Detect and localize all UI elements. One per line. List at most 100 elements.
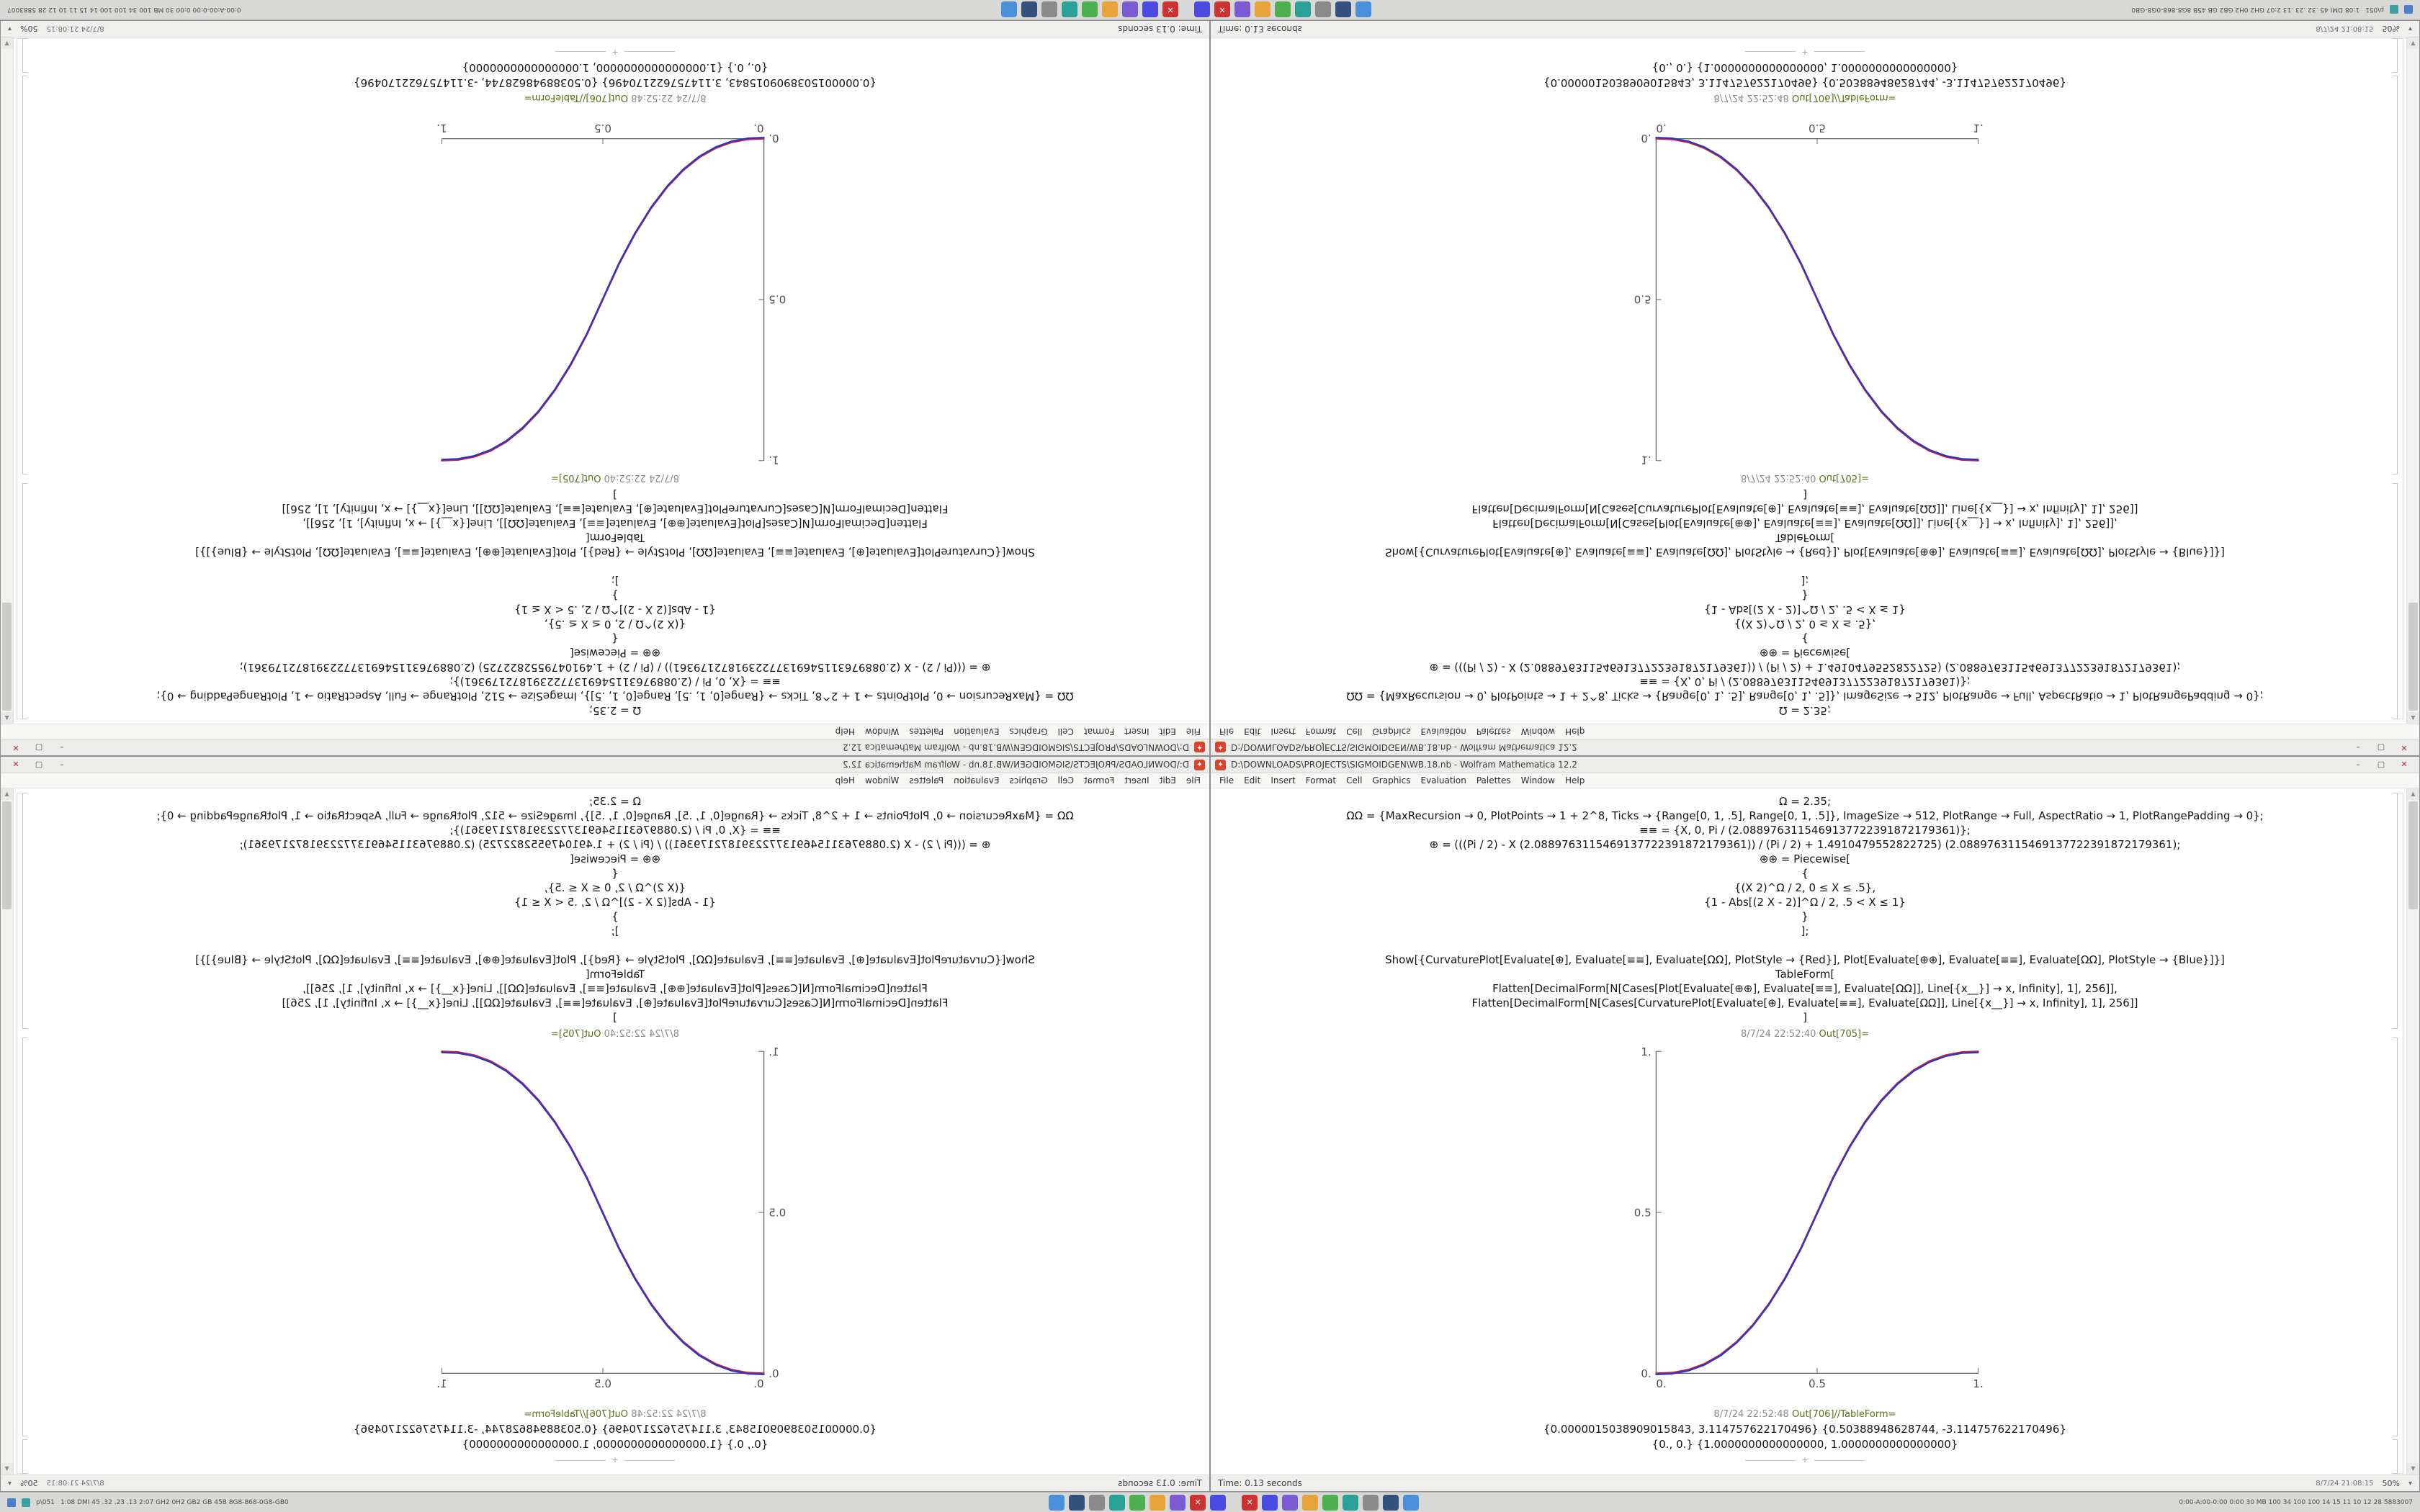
maximize-button[interactable]: ▢ bbox=[35, 743, 43, 752]
menu-item[interactable]: Help bbox=[835, 726, 856, 737]
taskbar-app-icon[interactable] bbox=[1274, 1, 1291, 18]
code-line[interactable]: Show[{CurvaturePlot[Evaluate[⊕], Evaluat… bbox=[195, 546, 1035, 559]
code-line[interactable]: TableForm[ bbox=[585, 968, 645, 981]
code-line[interactable]: } bbox=[611, 910, 619, 923]
minimize-button[interactable]: – bbox=[60, 760, 64, 769]
code-line[interactable]: ΩΩ = {MaxRecursion → 0, PlotPoints → 1 +… bbox=[1346, 690, 2264, 703]
cell-bracket-plot-output[interactable] bbox=[22, 1038, 27, 1436]
code-line[interactable]: ⊕⊕ = Piecewise[ bbox=[1759, 852, 1851, 865]
taskbar-app-icon[interactable] bbox=[1343, 1494, 1359, 1511]
taskbar-app-icon[interactable] bbox=[1021, 1, 1037, 18]
taskbar-app-icon[interactable] bbox=[1142, 1, 1158, 18]
cell-insert-indicator[interactable]: + bbox=[32, 48, 1198, 57]
menu-item[interactable]: Insert bbox=[1270, 726, 1296, 737]
taskbar-app-icon[interactable] bbox=[1363, 1494, 1379, 1511]
taskbar-app-icon[interactable] bbox=[1081, 1, 1098, 18]
scroll-down-arrow[interactable]: ▼ bbox=[2407, 1463, 2419, 1475]
taskbar-app-icon[interactable]: ✕ bbox=[1242, 1494, 1258, 1511]
menu-item[interactable]: Cell bbox=[1346, 726, 1363, 737]
code-line[interactable]: ]; bbox=[1801, 575, 1809, 588]
menu-item[interactable]: Format bbox=[1305, 726, 1337, 737]
zoom-dropdown-arrow[interactable]: ▾ bbox=[8, 24, 12, 33]
code-line[interactable]: { bbox=[1801, 867, 1809, 880]
menu-item[interactable]: Edit bbox=[1244, 775, 1261, 786]
code-line[interactable]: ] bbox=[1803, 1011, 1807, 1024]
cell-bracket-input[interactable] bbox=[22, 793, 27, 1029]
vertical-scrollbar[interactable]: ▲ ▼ bbox=[2406, 37, 2419, 724]
menu-item[interactable]: File bbox=[1219, 775, 1234, 786]
code-line[interactable] bbox=[32, 559, 1198, 574]
taskbar-app-icon[interactable] bbox=[1150, 1494, 1166, 1511]
menu-item[interactable]: Palettes bbox=[909, 775, 944, 786]
zoom-level[interactable]: 50% bbox=[20, 24, 38, 34]
zoom-dropdown-arrow[interactable]: ▾ bbox=[8, 1479, 12, 1488]
insert-plus-icon[interactable]: + bbox=[611, 48, 619, 57]
code-line[interactable]: Ω = 2.35; bbox=[588, 704, 642, 717]
scroll-up-arrow[interactable]: ▲ bbox=[2407, 788, 2419, 800]
taskbar-app-icon[interactable]: ✕ bbox=[1190, 1494, 1206, 1511]
taskbar-app-icon[interactable] bbox=[1109, 1494, 1126, 1511]
menu-item[interactable]: Window bbox=[1520, 775, 1555, 786]
insert-plus-icon[interactable]: + bbox=[1801, 1455, 1809, 1464]
zoom-dropdown-arrow[interactable]: ▾ bbox=[2408, 24, 2412, 33]
menu-item[interactable]: Format bbox=[1083, 775, 1115, 786]
menu-item[interactable]: Graphics bbox=[1372, 726, 1411, 737]
menu-item[interactable]: Evaluation bbox=[1420, 775, 1466, 786]
cell-bracket-group[interactable] bbox=[17, 38, 22, 719]
cell-bracket-input[interactable] bbox=[2393, 483, 2398, 719]
code-line[interactable] bbox=[32, 938, 1198, 953]
cell-bracket-group[interactable] bbox=[2398, 793, 2403, 1474]
code-line[interactable]: TableForm[ bbox=[1775, 968, 1835, 981]
code-line[interactable]: {1 - Abs[(2 X - 2)]^Ω / 2, .5 < X ≤ 1} bbox=[514, 896, 716, 909]
menu-item[interactable]: Graphics bbox=[1009, 775, 1048, 786]
menu-item[interactable]: Window bbox=[1520, 726, 1555, 737]
menu-item[interactable]: File bbox=[1186, 775, 1201, 786]
window-titlebar[interactable]: ✦ D:\DOWNLOADS\PROJECTS\SIGMOIDGEN\WB.18… bbox=[1211, 757, 2419, 773]
code-line[interactable]: } bbox=[1801, 589, 1809, 602]
code-line[interactable]: Flatten[DecimalForm[N[Cases[Plot[Evaluat… bbox=[302, 517, 928, 530]
code-line[interactable]: ≡≡ = {X, 0, Pi / (2.08897631154691377223… bbox=[1639, 675, 1971, 688]
code-line[interactable]: ⊕ = (((Pi / 2) - X (2.088976311546913772… bbox=[239, 661, 991, 674]
scroll-up-arrow[interactable]: ▲ bbox=[2407, 712, 2419, 724]
cell-insert-indicator[interactable]: + bbox=[1222, 1456, 2388, 1464]
code-line[interactable]: {(X 2)^Ω / 2, 0 ≤ X ≤ .5}, bbox=[1734, 618, 1876, 631]
taskbar-app-icon[interactable] bbox=[1061, 1, 1077, 18]
code-line[interactable]: { bbox=[1801, 632, 1809, 645]
code-line[interactable] bbox=[1222, 559, 2388, 574]
code-line[interactable]: ⊕ = (((Pi / 2) - X (2.088976311546913772… bbox=[1429, 838, 2181, 851]
menu-item[interactable]: Palettes bbox=[1476, 726, 1511, 737]
menu-item[interactable]: Help bbox=[1564, 726, 1585, 737]
taskbar-app-icon[interactable] bbox=[1314, 1, 1331, 18]
menu-item[interactable]: Edit bbox=[1159, 775, 1176, 786]
code-line[interactable]: ⊕⊕ = Piecewise[ bbox=[1759, 647, 1851, 660]
cell-bracket-input[interactable] bbox=[2393, 793, 2398, 1029]
code-line[interactable]: ⊕ = (((Pi / 2) - X (2.088976311546913772… bbox=[239, 838, 991, 851]
scrollbar-thumb[interactable] bbox=[2, 801, 12, 909]
menu-item[interactable]: Evaluation bbox=[954, 726, 1000, 737]
zoom-level[interactable]: 50% bbox=[2382, 24, 2400, 34]
cell-insert-indicator[interactable]: + bbox=[32, 1455, 1198, 1464]
menu-item[interactable]: Evaluation bbox=[1420, 726, 1466, 737]
menu-item[interactable]: Palettes bbox=[909, 726, 944, 737]
code-line[interactable]: ⊕⊕ = Piecewise[ bbox=[569, 852, 661, 865]
code-line[interactable]: TableForm[ bbox=[1775, 531, 1835, 544]
code-line[interactable]: ΩΩ = {MaxRecursion → 0, PlotPoints → 1 +… bbox=[1346, 809, 2264, 822]
zoom-level[interactable]: 50% bbox=[20, 1478, 38, 1488]
cell-bracket-table-output[interactable] bbox=[2393, 38, 2398, 73]
code-line[interactable]: ]; bbox=[611, 575, 619, 588]
code-line[interactable]: TableForm[ bbox=[585, 531, 645, 544]
taskbar-app-icon[interactable] bbox=[1254, 1, 1270, 18]
taskbar-app-icon[interactable] bbox=[1089, 1494, 1106, 1511]
menu-item[interactable]: Evaluation bbox=[954, 775, 1000, 786]
code-line[interactable]: } bbox=[1801, 910, 1809, 923]
code-line[interactable]: {1 - Abs[(2 X - 2)]^Ω / 2, .5 < X ≤ 1} bbox=[514, 603, 716, 616]
code-line[interactable] bbox=[1222, 938, 2388, 953]
vertical-scrollbar[interactable]: ▲ ▼ bbox=[1, 37, 14, 724]
scrollbar-thumb[interactable] bbox=[2, 603, 12, 711]
zoom-level[interactable]: 50% bbox=[2382, 1478, 2400, 1488]
menu-item[interactable]: Insert bbox=[1124, 775, 1150, 786]
tray-icon[interactable] bbox=[7, 1498, 16, 1507]
minimize-button[interactable]: – bbox=[2356, 743, 2360, 752]
taskbar-app-icon[interactable] bbox=[1282, 1494, 1299, 1511]
code-line[interactable]: ΩΩ = {MaxRecursion → 0, PlotPoints → 1 +… bbox=[156, 690, 1074, 703]
